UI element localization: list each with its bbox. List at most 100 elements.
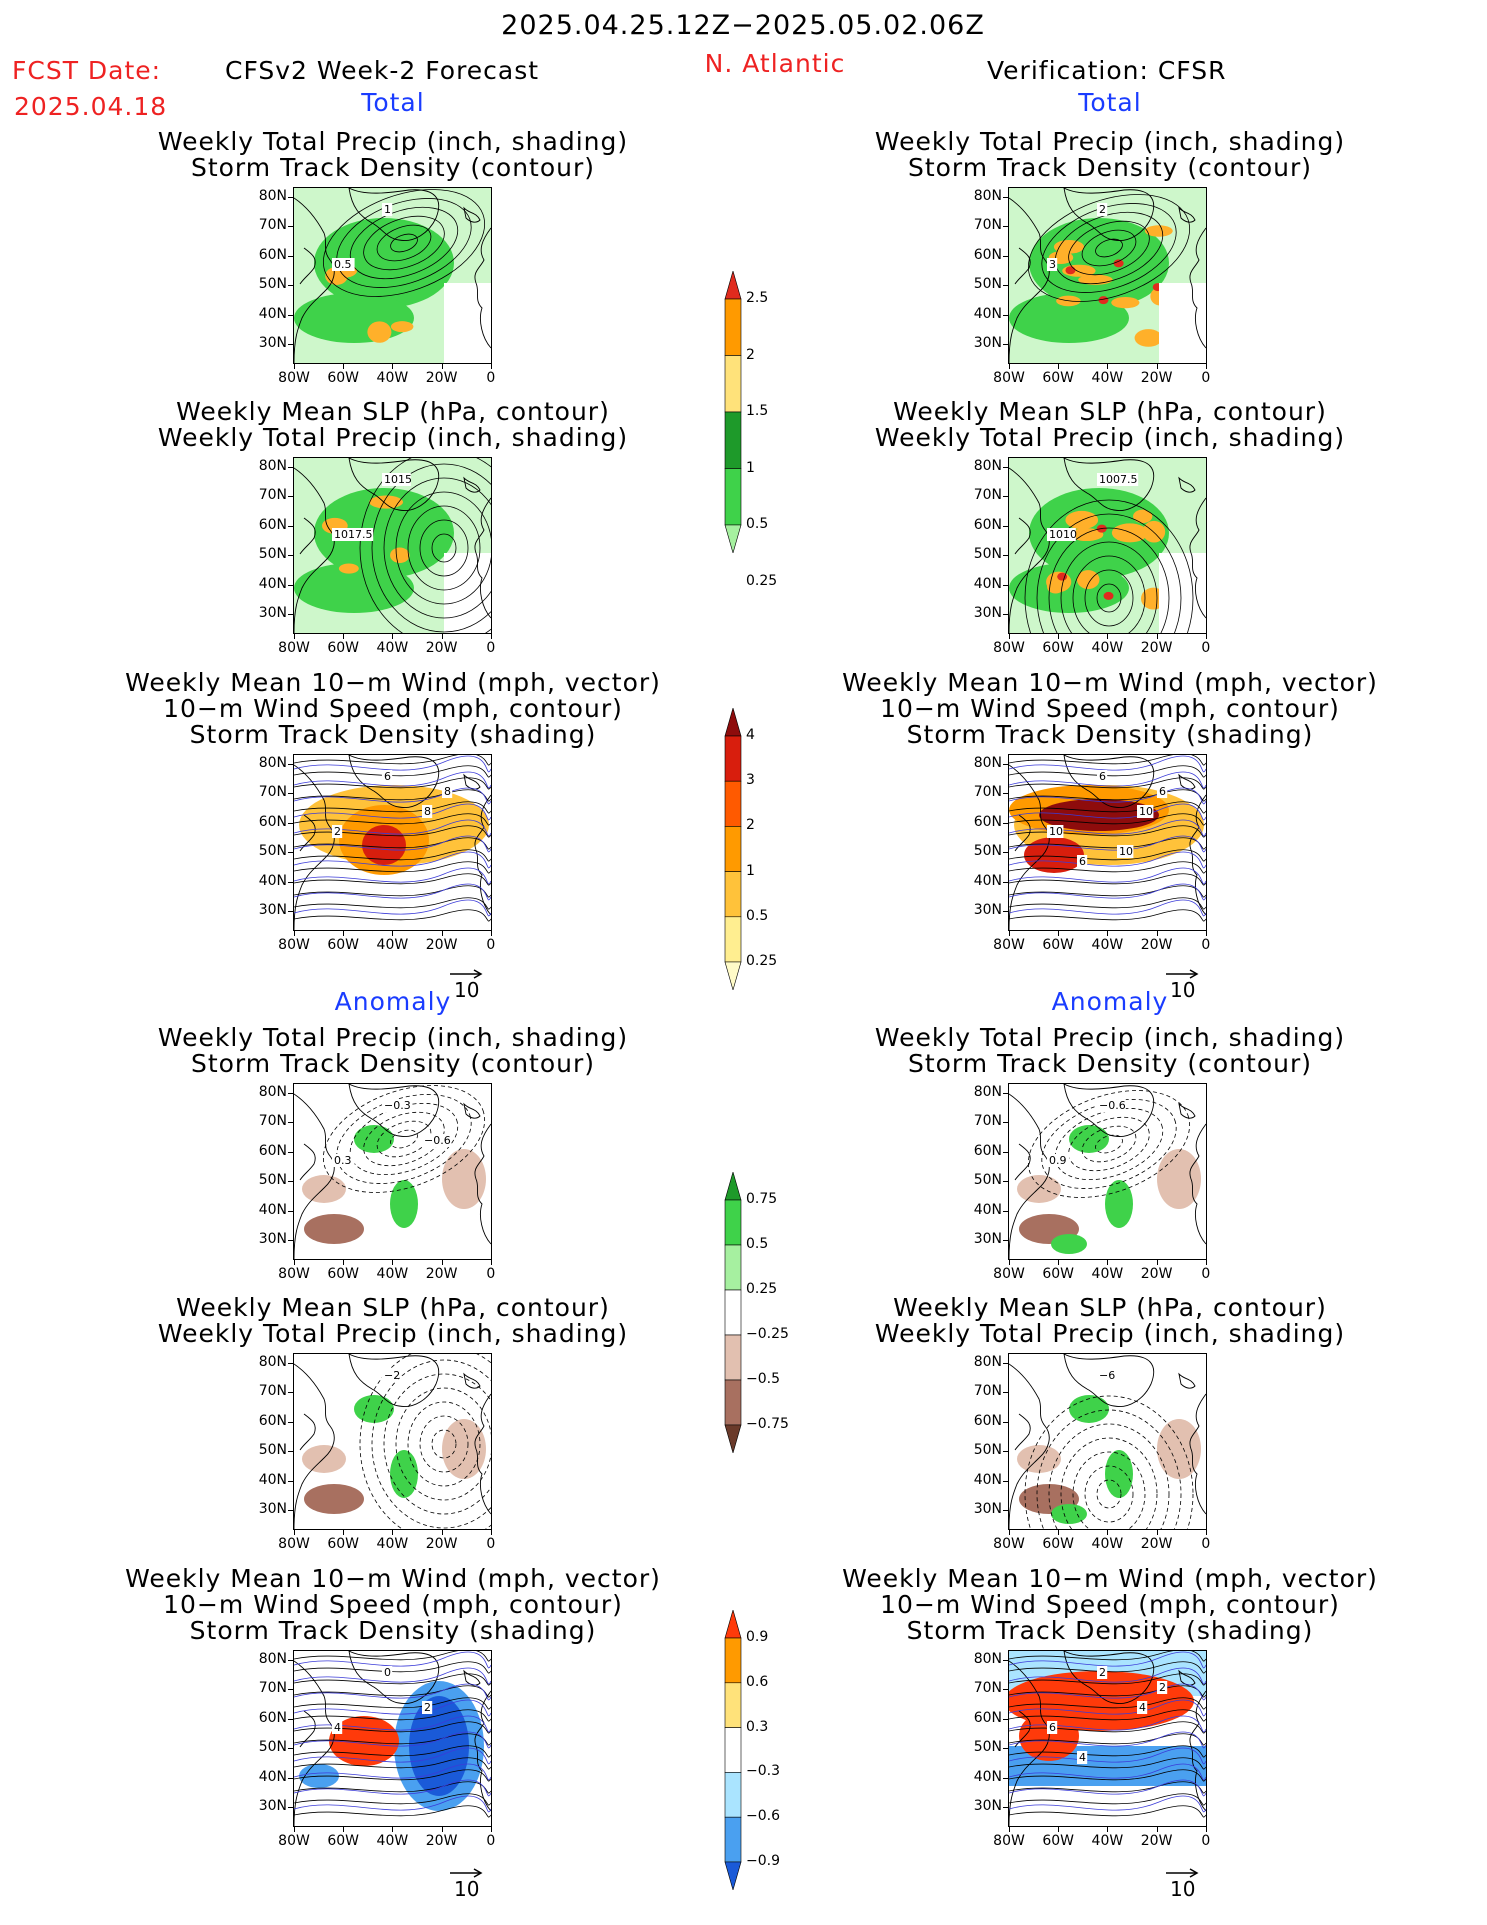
panel-title-verif-4-line0: Weekly Mean SLP (hPa, contour) [893,1293,1327,1322]
lat-tick-label: 30N [973,1231,1002,1247]
contour-label: 2 [1097,203,1108,216]
colorbar-label: 4 [746,727,755,743]
lat-tick [288,1240,293,1241]
lat-tick [288,1718,293,1720]
contour-label: −0.6 [1097,1099,1126,1112]
wind-speed-contours [294,755,491,922]
svg-text:2: 2 [334,825,341,838]
lat-tick [1003,1363,1008,1364]
lat-tick-label: 30N [973,605,1002,621]
lat-tick-label: 50N [973,546,1002,563]
lat-tick [288,1807,293,1808]
colorbar-label: −0.9 [746,1853,780,1869]
lon-tick-label: 80W [278,1833,310,1849]
lon-tick [392,364,394,369]
panel-title-verif-2-line1: 10−m Wind Speed (mph, contour) [880,694,1340,723]
lat-tick-label: 60N [258,246,287,263]
precip-wet-anomaly [1105,1180,1133,1228]
lat-tick [1003,1777,1008,1779]
lat-tick-label: 70N [258,1383,287,1400]
panel-title-fcst-2-line2: Storm Track Density (shading) [189,720,597,749]
lat-tick [1003,793,1008,795]
svg-text:8: 8 [424,805,431,818]
lat-tick-label: 40N [258,1768,287,1785]
colorbar-label: −0.6 [746,1808,780,1825]
svg-text:2: 2 [1099,203,1106,216]
colorbar-label: 0.5 [746,516,769,532]
lon-tick [392,1530,394,1535]
lat-tick-label: 80N [973,1084,1002,1100]
lat-tick-label: 40N [973,872,1002,889]
lon-tick-label: 60W [327,640,360,656]
map-panel-verif-anom-slp: −6 [1008,1353,1207,1530]
lat-tick-label: 60N [973,516,1002,533]
lat-tick [1003,881,1008,883]
lon-tick [343,1530,345,1535]
lat-tick-label: 80N [973,188,1002,204]
lat-tick [288,852,293,854]
lon-tick [1009,931,1010,936]
map-panel-fcst-anom-precip: −0.3 0.3 −0.6 [293,1083,492,1260]
lat-tick-label: 80N [973,1651,1002,1667]
svg-text:1017.5: 1017.5 [334,528,373,541]
lat-tick [288,1777,293,1779]
colorbar-total-precip [724,269,742,555]
lon-tick [294,931,295,936]
lon-tick-label: 20W [1140,937,1173,953]
lat-tick-label: 50N [973,1739,1002,1756]
heavy-precip [1111,296,1140,309]
lon-tick-label: 40W [1091,1536,1124,1552]
lat-tick [1003,226,1008,228]
lon-tick-label: 20W [425,370,458,386]
lat-tick [1003,822,1008,824]
precip-band [294,293,414,343]
lon-tick [1156,364,1158,369]
lon-tick [490,1260,492,1265]
heavy-precip [1111,523,1148,543]
panel-title-verif-0-line0: Weekly Total Precip (inch, shading) [874,127,1346,156]
model-title: CFSv2 Week-2 Forecast [225,56,540,85]
panel-title-fcst-0-line0: Weekly Total Precip (inch, shading) [157,127,629,156]
precip-dry-anomaly [442,1419,486,1479]
lat-tick-label: 70N [258,1680,287,1697]
lon-tick [1009,1827,1010,1832]
lon-tick [1205,364,1207,369]
lon-tick [392,634,394,639]
lon-tick-label: 20W [425,640,458,656]
lat-tick-label: 50N [258,1739,287,1756]
lat-tick-label: 30N [258,335,287,351]
lon-tick [294,364,295,369]
colorbar-segment [724,524,742,555]
lat-tick-label: 60N [258,1142,287,1159]
lon-tick-label: 20W [1140,1536,1173,1552]
lat-tick-label: 80N [258,458,287,474]
colorbar-label: 1.5 [746,403,769,419]
svg-text:0.5: 0.5 [334,258,352,271]
lon-tick-label: 0 [486,937,496,953]
lat-tick [1003,1748,1008,1750]
lat-tick [288,344,293,345]
lon-tick [1205,931,1207,936]
precip-core [314,488,454,578]
precip-wet-anomaly [390,1450,418,1498]
lon-tick [294,1260,295,1265]
contour-label: 8 [442,785,453,798]
lon-tick [441,931,443,936]
lon-tick-label: 0 [486,370,496,386]
colorbar-label: 3 [746,772,755,789]
contour-label: 0 [382,1666,393,1679]
coastline [294,458,491,633]
precip-wet-anomaly [390,1180,418,1228]
precip-dry-anomaly [302,1175,346,1203]
lon-tick [1156,634,1158,639]
colorbar-label: 2 [746,817,755,834]
lon-tick [1156,1530,1158,1535]
lat-tick [1003,1181,1008,1183]
colorbar-anom-precip [724,1170,742,1455]
contour-label: 1007.5 [1097,473,1139,486]
lat-tick [288,467,293,468]
lat-tick-label: 80N [973,755,1002,771]
lat-tick-label: 30N [973,902,1002,918]
heavy-precip [390,547,410,563]
extreme-precip [1098,296,1109,305]
